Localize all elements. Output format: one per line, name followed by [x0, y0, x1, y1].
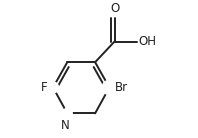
- Circle shape: [102, 80, 116, 95]
- Text: O: O: [110, 2, 119, 15]
- Circle shape: [62, 108, 72, 118]
- Circle shape: [48, 82, 58, 93]
- Text: OH: OH: [138, 35, 156, 48]
- Text: F: F: [41, 81, 47, 94]
- Text: N: N: [61, 119, 70, 132]
- Text: Br: Br: [115, 81, 128, 94]
